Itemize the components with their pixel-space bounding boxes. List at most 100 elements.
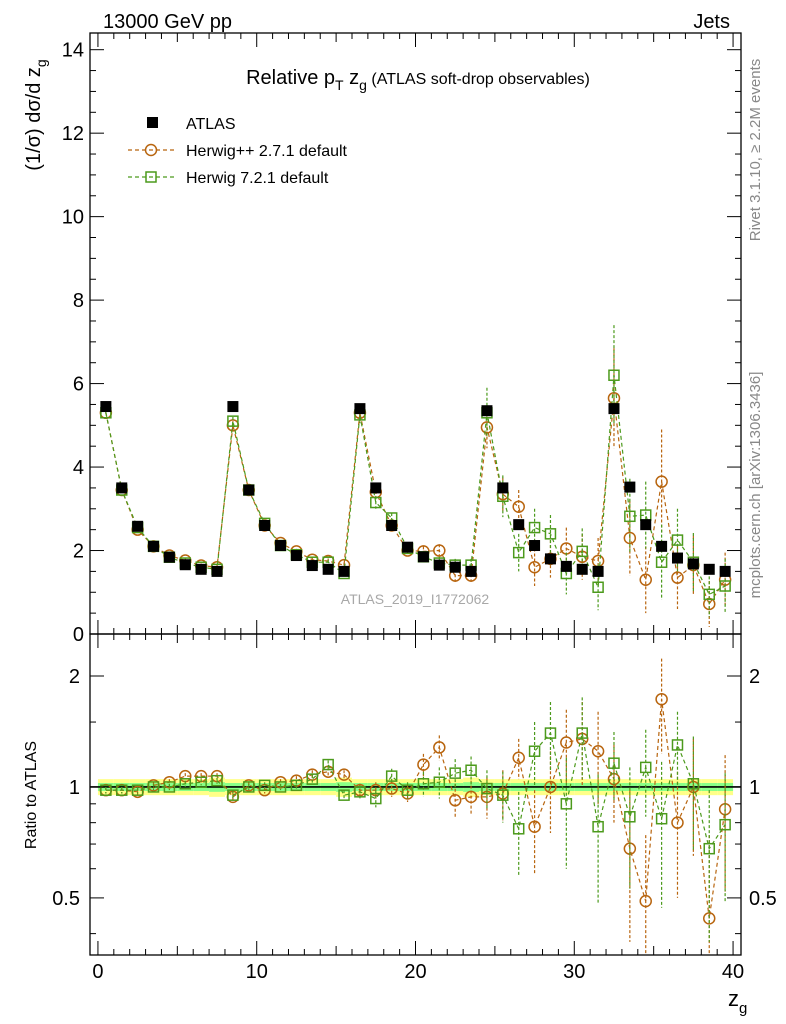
ratio-herwig7-point [560, 798, 573, 810]
top-ylabel-sub: g [33, 59, 49, 67]
atlas-data-point [290, 550, 302, 562]
ratio-ylabel: Ratio to ATLAS [23, 741, 40, 849]
herwig7-point [227, 415, 239, 427]
herwigpp-point [512, 500, 525, 513]
atlas-data-point [433, 559, 445, 571]
ratio-herwig7-point [354, 786, 366, 798]
ratio-herwigpp-point [433, 741, 446, 754]
atlas-data-point [703, 563, 715, 575]
atlas-data-point [544, 553, 556, 565]
ratio-herwigpp-point [639, 894, 652, 908]
top-ylabel: (1/σ) dσ/d zg [23, 59, 49, 170]
herwig7-point [512, 546, 525, 559]
ratio-herwig7-point [243, 781, 255, 793]
ratio-herwig7-point [465, 764, 477, 776]
top-y-tick-label: 0 [73, 624, 84, 646]
ratio-herwig7-point [258, 779, 271, 792]
atlas-data-point [322, 563, 334, 575]
legend-herwigpp-label: Herwig++ 2.7.1 default [186, 143, 348, 160]
ratio-herwig7-point [449, 767, 461, 779]
atlas-data-point [116, 482, 128, 494]
analysis-watermark: ATLAS_2019_I1772062 [341, 591, 490, 607]
atlas-data-point [402, 541, 414, 553]
top-y-tick-label: 6 [73, 374, 84, 396]
x-tick-label: 20 [404, 961, 426, 983]
herwigpp-point [655, 475, 668, 488]
xlabel: zg [728, 986, 747, 1017]
ratio-y-tick-label-right: 0.5 [749, 888, 777, 910]
title-sub-t: T [335, 77, 344, 93]
ratio-herwigpp-point [671, 816, 684, 829]
x-tick-label: 30 [563, 961, 585, 983]
atlas-data-point [576, 563, 588, 575]
ratio-herwig7-point [512, 823, 525, 835]
ratio-herwig7-point [608, 757, 620, 769]
xlabel-sub: g [739, 1000, 747, 1017]
ratio-herwigpp-point [591, 744, 605, 758]
atlas-data-point [417, 551, 429, 563]
top-ylabel-main: (1/σ) dσ/d z [23, 67, 45, 171]
atlas-data-point [449, 561, 461, 573]
atlas-data-point [243, 484, 255, 496]
ratio-panel-series [99, 658, 732, 955]
ratio-y-tick-label-right: 2 [749, 666, 760, 688]
ratio-herwig7-point [719, 818, 731, 831]
ratio-y-tick-label-left: 2 [69, 666, 80, 688]
herwig7-line [105, 375, 726, 596]
x-tick-label: 0 [92, 961, 103, 983]
herwig7-point [671, 534, 684, 546]
atlas-data-point [148, 540, 160, 552]
ratio-herwig7-point [655, 812, 668, 825]
atlas-data-point [640, 519, 652, 531]
atlas-data-point [624, 481, 636, 493]
herwig7-point [576, 545, 588, 558]
legend: ATLAS Herwig++ 2.7.1 default Herwig 7.2.… [128, 116, 348, 187]
legend-herwig7-label: Herwig 7.2.1 default [186, 170, 329, 187]
title-sub-g: g [359, 77, 367, 93]
atlas-data-point [656, 540, 668, 552]
atlas-data-point [259, 519, 271, 531]
atlas-data-point [560, 560, 572, 572]
herwig7-point [719, 580, 731, 592]
ratio-herwig7-point [100, 784, 112, 796]
ratio-herwig7-point [290, 779, 303, 792]
legend-atlas-marker [147, 117, 158, 128]
herwig7-point [370, 496, 382, 509]
ratio-herwig7-point [544, 727, 557, 739]
header-process-label: 13000 GeV pp [103, 11, 232, 33]
atlas-data-point [386, 519, 398, 531]
ratio-herwig7-point [163, 781, 176, 793]
mcplots-reference-label: mcplots.cern.ch [arXiv:1306.3436] [747, 372, 764, 599]
herwig7-point [592, 581, 604, 594]
ratio-herwig7-point [703, 842, 715, 855]
atlas-data-point [719, 565, 731, 577]
atlas-data-point [306, 560, 318, 572]
ratio-herwig7-point [274, 781, 287, 793]
ratio-herwigpp-point [337, 768, 351, 781]
ratio-herwig7-point [624, 811, 636, 823]
x-tick-label: 10 [246, 961, 268, 983]
ratio-herwig7-point [338, 789, 350, 801]
atlas-data-point [338, 565, 350, 577]
ratio-herwigpp-point [385, 782, 398, 795]
ratio-herwigpp-point [544, 780, 557, 794]
top-y-tick-label: 4 [73, 457, 84, 479]
atlas-data-point [227, 401, 239, 413]
herwig7-point [624, 510, 636, 523]
ratio-herwig7-point [497, 789, 509, 801]
atlas-data-point [687, 558, 699, 570]
ratio-herwig7-point [639, 761, 652, 774]
ratio-herwig7-point [481, 782, 493, 795]
atlas-data-point [497, 482, 509, 494]
plot-title: Relative pT zg (ATLAS soft-drop observab… [246, 67, 590, 93]
atlas-data-point [465, 565, 477, 577]
ratio-herwigpp-point [655, 692, 668, 706]
ratio-herwig7-point [227, 789, 239, 801]
atlas-data-point [592, 565, 604, 577]
ratio-herwigpp-point [560, 736, 573, 749]
title-main: Relative p [246, 67, 335, 89]
ratio-y-tick-label-left: 1 [69, 777, 80, 799]
ratio-herwig7-point [195, 776, 207, 788]
